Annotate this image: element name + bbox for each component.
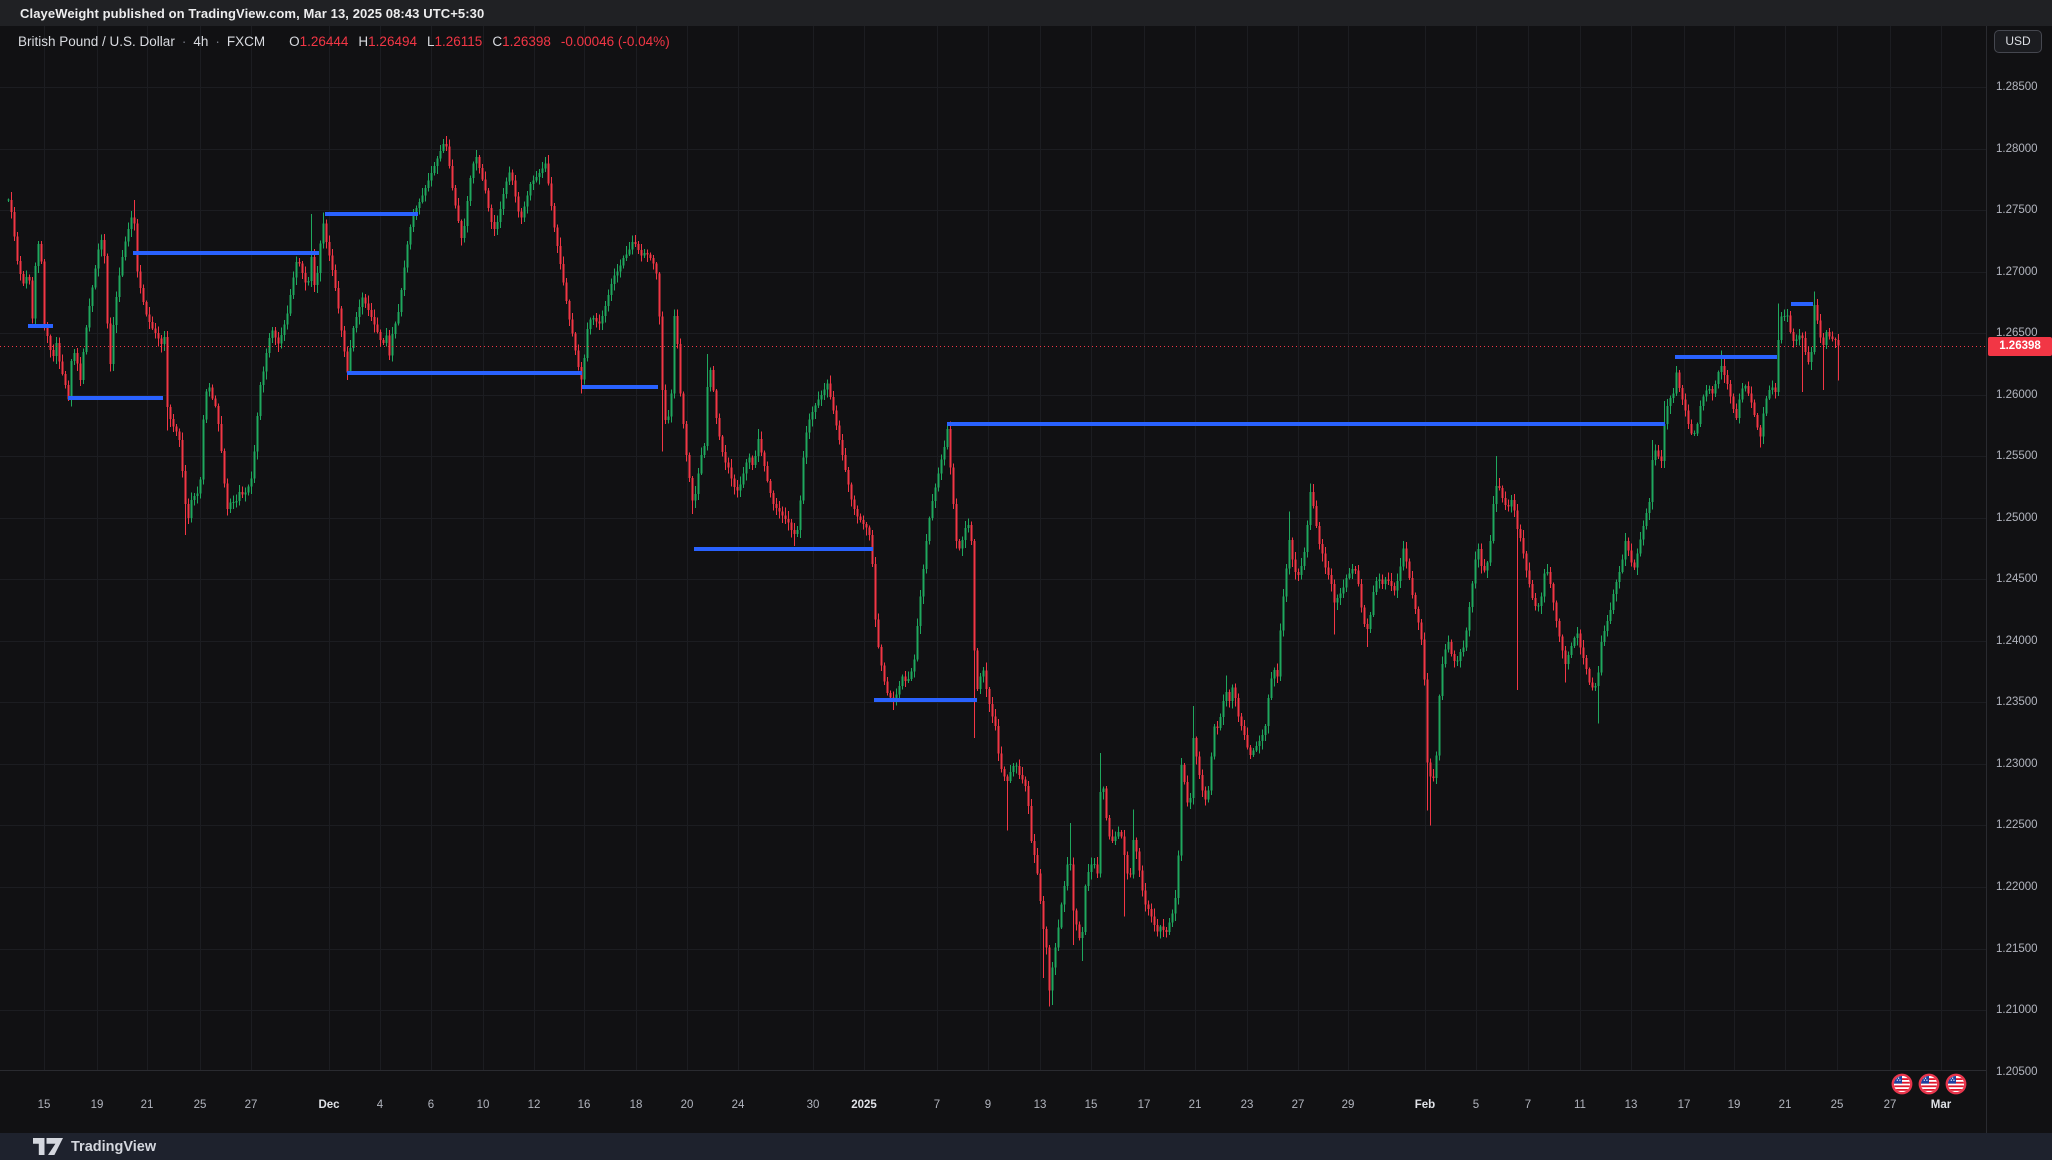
grid-lines: [0, 26, 1986, 1070]
time-axis-tick: 17: [1137, 1099, 1151, 1111]
price-axis-tick: 1.27000: [1996, 265, 2038, 278]
time-axis-tick: 9: [984, 1099, 992, 1111]
time-axis-tick: 30: [806, 1099, 820, 1111]
down-candle-bodies: [10, 144, 1840, 991]
time-axis-tick: 4: [376, 1099, 384, 1111]
price-axis-tick: 1.21000: [1996, 1004, 2038, 1017]
change-value: -0.00046 (-0.04%): [560, 34, 670, 49]
symbol-title[interactable]: British Pound / U.S. Dollar: [18, 34, 175, 49]
separator-dot: ·: [181, 34, 187, 49]
time-axis-tick: 15: [1084, 1099, 1098, 1111]
time-axis[interactable]: 15 19 21 25 27 Dec 4 6 10 12 16 18 20 24 30 2025 7 9 13 15 1…: [0, 1070, 1986, 1134]
separator-dot: ·: [215, 34, 220, 49]
candlestick-chart[interactable]: [0, 26, 1986, 1070]
time-axis-tick: 13: [1624, 1099, 1638, 1111]
attribution-text: ClayeWeight published on TradingView.com…: [20, 5, 485, 21]
ohlc-label: L: [426, 34, 435, 49]
time-axis-tick: Mar: [1930, 1099, 1952, 1111]
price-axis-tick: 1.26000: [1996, 388, 2038, 401]
time-axis-tick: 13: [1033, 1099, 1047, 1111]
time-axis-tick: 18: [629, 1099, 643, 1111]
us-flag-icon[interactable]: [1918, 1073, 1940, 1095]
ohlc-values: O 1.26444 H 1.26494 L 1.26115 C 1.26398: [279, 34, 551, 49]
currency-toggle-button[interactable]: USD: [1994, 30, 2042, 53]
tradingview-logo-icon: [33, 1138, 63, 1155]
price-axis-tick: 1.22000: [1996, 881, 2038, 894]
price-axis-tick: 1.26500: [1996, 327, 2038, 340]
time-axis-tick: Dec: [318, 1099, 340, 1111]
time-axis-tick: 25: [193, 1099, 207, 1111]
tradingview-brand-text: TradingView: [71, 1138, 157, 1155]
structure-level-lines[interactable]: [28, 212, 1813, 702]
us-flag-icon[interactable]: [1945, 1073, 1967, 1095]
chart-pane[interactable]: British Pound / U.S. Dollar · 4h · FXCM O 1.2…: [0, 26, 1986, 1070]
price-axis-tick: 1.22500: [1996, 819, 2038, 832]
ohlc-value: 1.26444: [299, 34, 349, 49]
time-axis-tick: 12: [527, 1099, 541, 1111]
price-axis-tick: 1.24000: [1996, 634, 2038, 647]
time-axis-tick: 6: [427, 1099, 435, 1111]
time-axis-tick: 2025: [851, 1099, 877, 1111]
price-axis-tick: 1.25500: [1996, 450, 2038, 463]
time-axis-tick: 19: [90, 1099, 104, 1111]
price-axis-tick: 1.23500: [1996, 696, 2038, 709]
time-axis-tick: 7: [933, 1099, 941, 1111]
down-candle-wicks: [11, 136, 1839, 1007]
time-axis-tick: 16: [577, 1099, 591, 1111]
ohlc-value: 1.26115: [434, 34, 483, 49]
ohlc-value: 1.26398: [502, 34, 551, 49]
time-axis-tick: 23: [1240, 1099, 1254, 1111]
interval-label[interactable]: 4h: [193, 34, 209, 49]
time-axis-tick: 21: [1778, 1099, 1792, 1111]
price-axis-tick: 1.28000: [1996, 142, 2038, 155]
event-flags-row: [1891, 1073, 1967, 1095]
ohlc-value: 1.26494: [368, 34, 417, 49]
attribution-bar: ClayeWeight published on TradingView.com…: [0, 0, 2052, 27]
current-price-label: 1.26398: [1988, 336, 2052, 356]
price-axis-tick: 1.27500: [1996, 204, 2038, 217]
time-axis-tick: 7: [1524, 1099, 1532, 1111]
ohlc-label: O: [289, 34, 300, 49]
time-axis-tick: 24: [731, 1099, 745, 1111]
up-candle-bodies: [7, 144, 1828, 991]
time-axis-tick: 5: [1472, 1099, 1480, 1111]
price-axis-tick: 1.28500: [1996, 81, 2038, 93]
time-axis-tick: 21: [140, 1099, 154, 1111]
time-axis-tick: 29: [1341, 1099, 1355, 1111]
price-axis[interactable]: USD 1.28500 1.28000 1.27500 1.27000 1.26500 1…: [1986, 26, 2052, 1133]
time-axis-tick: 10: [476, 1099, 490, 1111]
ohlc-label: H: [358, 34, 369, 49]
time-axis-tick: 25: [1830, 1099, 1844, 1111]
time-axis-tick: 15: [37, 1099, 51, 1111]
time-axis-tick: 17: [1677, 1099, 1691, 1111]
up-candle-wicks: [8, 139, 1827, 1006]
time-axis-tick: 20: [680, 1099, 694, 1111]
candles[interactable]: [7, 136, 1840, 1007]
time-axis-tick: 19: [1727, 1099, 1741, 1111]
time-axis-tick: Feb: [1414, 1099, 1436, 1111]
chart-header: British Pound / U.S. Dollar · 4h · FXCM O 1.2…: [18, 34, 670, 49]
bottom-bar: TradingView: [0, 1133, 2052, 1160]
price-axis-tick: 1.23000: [1996, 757, 2038, 770]
time-axis-tick: 27: [1291, 1099, 1305, 1111]
tradingview-logo[interactable]: TradingView: [33, 1138, 156, 1155]
time-axis-tick: 27: [244, 1099, 258, 1111]
time-axis-tick: 27: [1883, 1099, 1897, 1111]
exchange-label[interactable]: FXCM: [226, 34, 266, 49]
price-axis-tick: 1.25000: [1996, 511, 2038, 524]
ohlc-label: C: [492, 34, 503, 49]
time-axis-tick: 21: [1188, 1099, 1202, 1111]
price-axis-tick: 1.21500: [1996, 942, 2038, 955]
time-axis-tick: 11: [1574, 1099, 1586, 1111]
us-flag-icon[interactable]: [1891, 1073, 1913, 1095]
price-axis-tick: 1.24500: [1996, 573, 2038, 586]
price-axis-tick: 1.20500: [1996, 1065, 2038, 1078]
